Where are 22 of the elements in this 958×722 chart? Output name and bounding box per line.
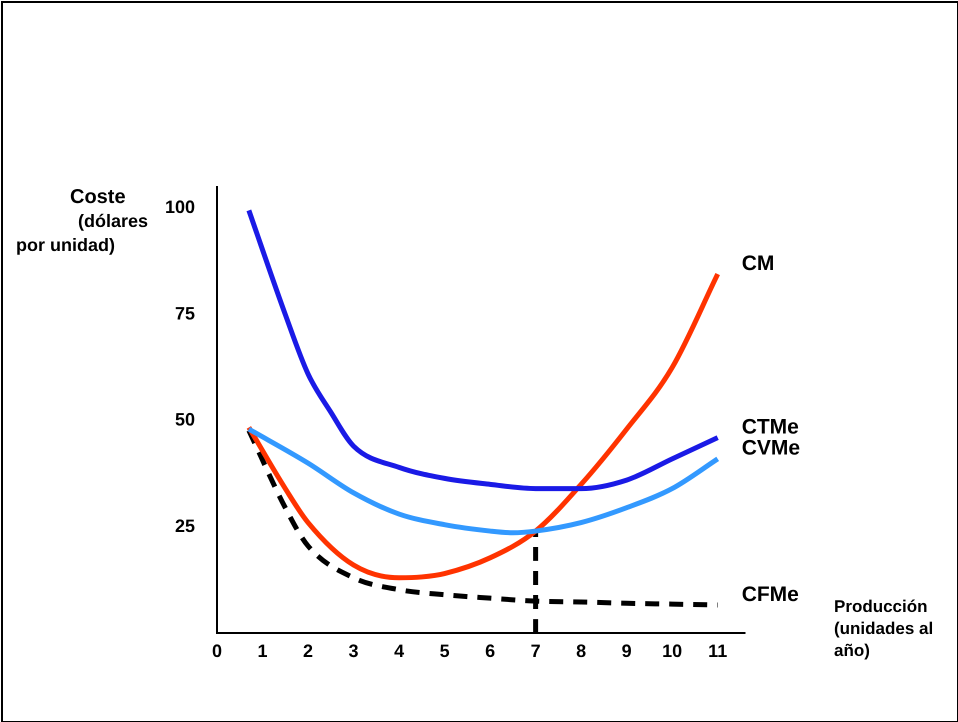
y-tick-label: 75 [174, 303, 195, 324]
series-label: CVMe [742, 436, 800, 460]
x-tick-label: 4 [394, 640, 404, 661]
x-tick-label: 8 [576, 640, 586, 661]
x-tick-label: 9 [622, 640, 632, 661]
y-axis-title: Coste (dólares por unidad) [16, 186, 148, 256]
x-tick-label: 6 [485, 640, 496, 661]
x-tick-label: 3 [348, 640, 359, 661]
x-tick-label: 7 [530, 640, 541, 661]
x-tick-label: 0 [212, 640, 222, 661]
series-label: CFMe [742, 582, 799, 606]
y-tick-label: 50 [174, 410, 195, 430]
text: Producción (unidades al año) [834, 596, 934, 662]
x-tick-label: 2 [303, 640, 314, 661]
x-tick-label: 10 [662, 640, 682, 661]
y-tick-label: 25 [174, 516, 195, 536]
series-label: CM [742, 252, 774, 275]
x-tick-label: 11 [708, 640, 728, 661]
series-label: CTMe [742, 415, 799, 438]
y-tick-label: 100 [164, 197, 195, 218]
x-tick-label: 5 [440, 640, 450, 661]
x-tick-label: 1 [258, 640, 268, 661]
